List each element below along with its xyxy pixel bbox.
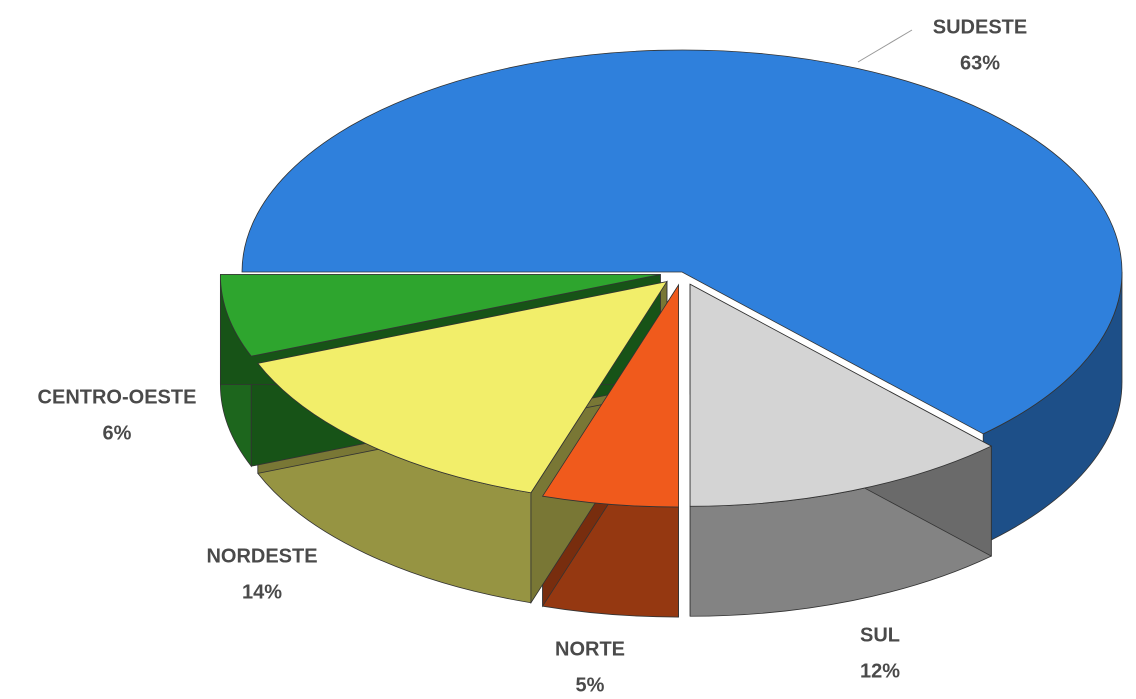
pie-slice xyxy=(219,274,661,357)
slice-label: SUL xyxy=(860,624,900,646)
slice-label: CENTRO-OESTE xyxy=(38,386,197,408)
pie-slice xyxy=(689,283,993,507)
pie-slice xyxy=(257,281,668,494)
slice-tops xyxy=(219,49,1123,508)
pie-slice xyxy=(541,283,679,508)
pie-slice xyxy=(241,49,1123,435)
slice-value-label: 14% xyxy=(242,581,282,603)
slice-label: SUDESTE xyxy=(933,16,1027,38)
slice-value-label: 12% xyxy=(860,660,900,682)
slice-value-label: 5% xyxy=(576,674,605,696)
slice-label: NORTE xyxy=(555,638,625,660)
slice-label: NORDESTE xyxy=(206,545,317,567)
slice-value-label: 6% xyxy=(103,422,132,444)
slice-value-label: 63% xyxy=(960,52,1000,74)
leader-line xyxy=(857,29,913,63)
